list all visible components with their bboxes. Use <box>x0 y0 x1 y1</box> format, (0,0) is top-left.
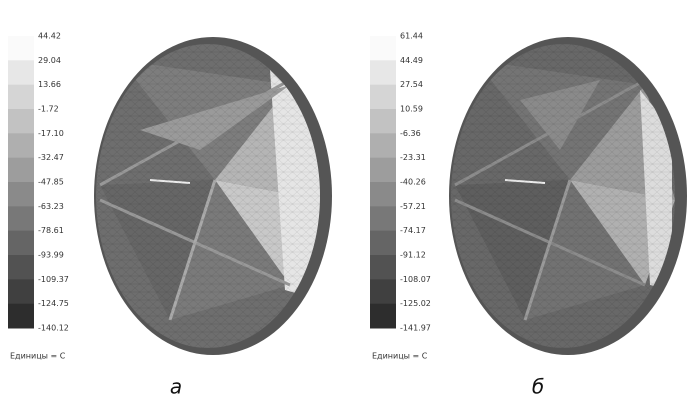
colorbar-band <box>8 133 34 158</box>
colorbar-label: 10.59 <box>400 105 423 114</box>
colorbar-label: -124.75 <box>38 299 69 308</box>
colorbar-label: 27.54 <box>400 80 423 89</box>
colorbar-band <box>8 85 34 110</box>
colorbar-band <box>370 231 396 256</box>
disk-b <box>445 30 687 360</box>
colorbar-band <box>370 255 396 280</box>
colorbar-label: -57.21 <box>400 202 426 211</box>
colorbar-band <box>8 182 34 207</box>
colorbar-label: -17.10 <box>38 129 64 138</box>
panel-caption: а <box>170 375 182 399</box>
colorbar-label: -78.61 <box>38 226 64 235</box>
colorbar-band <box>8 36 34 61</box>
colorbar-band <box>8 255 34 280</box>
panel-caption: б <box>532 375 544 399</box>
colorbar-label: -91.12 <box>400 251 426 260</box>
colorbar-label: -47.85 <box>38 178 64 187</box>
colorbar-band <box>370 60 396 85</box>
colorbar-band <box>8 206 34 231</box>
colorbar-band <box>370 85 396 110</box>
colorbar-label: -63.23 <box>38 202 64 211</box>
colorbar-label: 61.44 <box>400 32 423 41</box>
colorbar-band <box>8 60 34 85</box>
figure: 44.42 29.04 13.66 -1.72 -17.10 -32.47 -47.85 -6… <box>0 0 691 401</box>
colorbar-label: -23.31 <box>400 153 426 162</box>
colorbar-band <box>8 279 34 304</box>
colorbar-band <box>370 109 396 134</box>
colorbar-label: -93.99 <box>38 251 64 260</box>
colorbar-label: -40.26 <box>400 178 426 187</box>
colorbar-band <box>370 133 396 158</box>
colorbar-label: 44.42 <box>38 32 61 41</box>
colorbar-label: -141.97 <box>400 324 431 333</box>
colorbar-label: -108.07 <box>400 275 431 284</box>
colorbar-band <box>8 158 34 183</box>
units-label: Единицы = C <box>372 352 428 361</box>
colorbar-label: 13.66 <box>38 80 61 89</box>
colorbar-band <box>370 158 396 183</box>
colorbar-label: 44.49 <box>400 56 423 65</box>
colorbar-band <box>370 279 396 304</box>
colorbar-band <box>370 206 396 231</box>
colorbar-band <box>8 109 34 134</box>
colorbar-label: -125.02 <box>400 299 431 308</box>
colorbar-band <box>8 304 34 329</box>
disk-a <box>90 30 332 360</box>
units-label: Единицы = C <box>10 352 66 361</box>
colorbar-band <box>370 304 396 329</box>
colorbar-label: 29.04 <box>38 56 61 65</box>
colorbar-band <box>370 182 396 207</box>
colorbar-label: -109.37 <box>38 275 69 284</box>
colorbar-label: -74.17 <box>400 226 426 235</box>
colorbar-label: -140.12 <box>38 324 69 333</box>
colorbar-label: -6.36 <box>400 129 421 138</box>
colorbar-label: -32.47 <box>38 153 64 162</box>
colorbar-band <box>8 231 34 256</box>
colorbar-band <box>370 36 396 61</box>
colorbar-label: -1.72 <box>38 105 59 114</box>
